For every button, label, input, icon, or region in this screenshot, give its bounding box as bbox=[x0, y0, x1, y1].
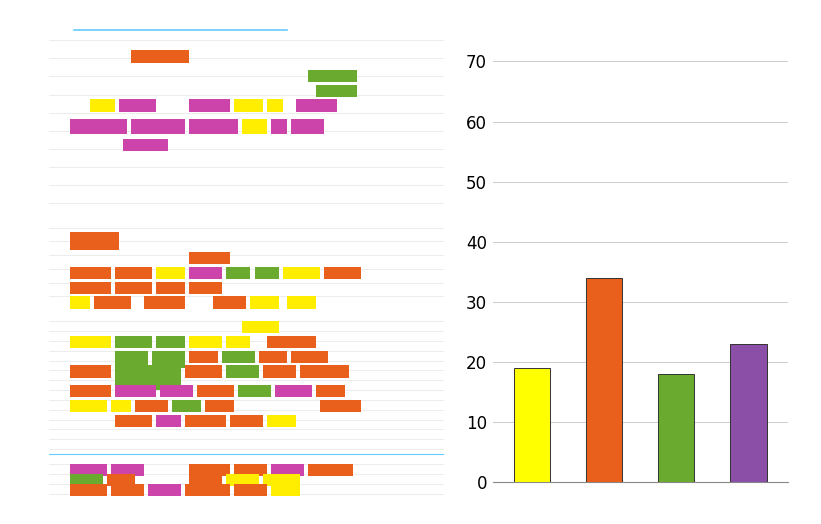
Bar bbox=[189, 100, 230, 112]
Bar bbox=[234, 100, 263, 112]
Bar bbox=[205, 400, 234, 412]
Bar bbox=[70, 385, 111, 398]
Bar bbox=[115, 267, 152, 279]
Bar bbox=[185, 365, 222, 378]
Bar bbox=[185, 414, 226, 427]
Bar bbox=[115, 336, 152, 348]
Bar bbox=[107, 474, 135, 486]
Bar bbox=[291, 351, 328, 363]
Bar bbox=[308, 464, 353, 476]
Bar bbox=[324, 267, 361, 279]
Bar bbox=[189, 252, 230, 265]
Bar bbox=[300, 365, 349, 378]
Bar bbox=[242, 321, 279, 333]
Bar bbox=[148, 484, 181, 496]
Bar bbox=[70, 400, 107, 412]
Bar bbox=[731, 344, 767, 482]
Bar bbox=[255, 267, 279, 279]
Bar bbox=[70, 365, 111, 378]
Bar bbox=[267, 336, 316, 348]
Bar bbox=[70, 336, 111, 348]
Bar bbox=[111, 400, 131, 412]
Bar bbox=[283, 267, 320, 279]
Bar bbox=[189, 464, 230, 476]
Bar bbox=[234, 484, 267, 496]
Bar bbox=[586, 278, 622, 482]
Bar bbox=[263, 474, 300, 486]
Bar bbox=[287, 297, 316, 309]
Bar bbox=[156, 414, 181, 427]
Bar bbox=[115, 414, 152, 427]
Bar bbox=[123, 139, 168, 151]
Bar bbox=[131, 50, 189, 62]
Bar bbox=[70, 119, 127, 134]
Bar bbox=[156, 267, 185, 279]
Bar bbox=[271, 119, 287, 134]
Bar bbox=[189, 282, 222, 294]
Bar bbox=[226, 336, 250, 348]
Bar bbox=[189, 474, 222, 486]
Bar bbox=[226, 267, 250, 279]
Bar bbox=[267, 414, 296, 427]
Bar bbox=[189, 267, 222, 279]
Bar bbox=[189, 119, 238, 134]
Bar bbox=[115, 282, 152, 294]
Bar bbox=[234, 464, 267, 476]
Bar bbox=[70, 297, 90, 309]
Bar bbox=[238, 385, 271, 398]
Bar bbox=[70, 267, 111, 279]
Bar bbox=[70, 233, 119, 250]
Bar bbox=[189, 351, 218, 363]
Bar bbox=[242, 119, 267, 134]
Bar bbox=[156, 336, 185, 348]
Bar bbox=[185, 484, 230, 496]
Bar bbox=[514, 368, 550, 482]
Bar bbox=[197, 385, 234, 398]
Bar bbox=[115, 365, 181, 390]
Bar bbox=[213, 297, 246, 309]
Bar bbox=[316, 85, 357, 97]
Bar bbox=[152, 351, 185, 368]
Bar bbox=[263, 365, 296, 378]
Bar bbox=[119, 100, 156, 112]
Bar bbox=[156, 282, 185, 294]
Bar bbox=[226, 365, 259, 378]
Bar bbox=[94, 297, 131, 309]
Bar bbox=[111, 464, 144, 476]
Bar bbox=[131, 119, 185, 134]
Bar bbox=[316, 385, 345, 398]
Bar bbox=[70, 474, 103, 486]
Bar bbox=[160, 385, 193, 398]
Bar bbox=[172, 400, 201, 412]
Bar bbox=[115, 385, 156, 398]
Bar bbox=[271, 464, 304, 476]
Bar bbox=[230, 414, 263, 427]
Bar bbox=[115, 351, 148, 368]
Bar bbox=[259, 351, 287, 363]
Bar bbox=[291, 119, 324, 134]
Bar bbox=[189, 336, 222, 348]
Bar bbox=[111, 484, 144, 496]
Bar bbox=[70, 484, 107, 496]
Bar bbox=[296, 100, 337, 112]
Bar bbox=[320, 400, 361, 412]
Bar bbox=[144, 297, 185, 309]
Bar bbox=[70, 282, 111, 294]
Bar bbox=[308, 70, 357, 82]
Bar bbox=[226, 474, 259, 486]
Bar bbox=[250, 297, 279, 309]
Bar bbox=[222, 351, 255, 363]
Bar bbox=[275, 385, 312, 398]
Bar bbox=[271, 484, 300, 496]
Bar bbox=[70, 464, 107, 476]
Bar bbox=[90, 100, 115, 112]
Bar bbox=[135, 400, 168, 412]
Bar bbox=[658, 374, 695, 482]
Bar bbox=[267, 100, 283, 112]
